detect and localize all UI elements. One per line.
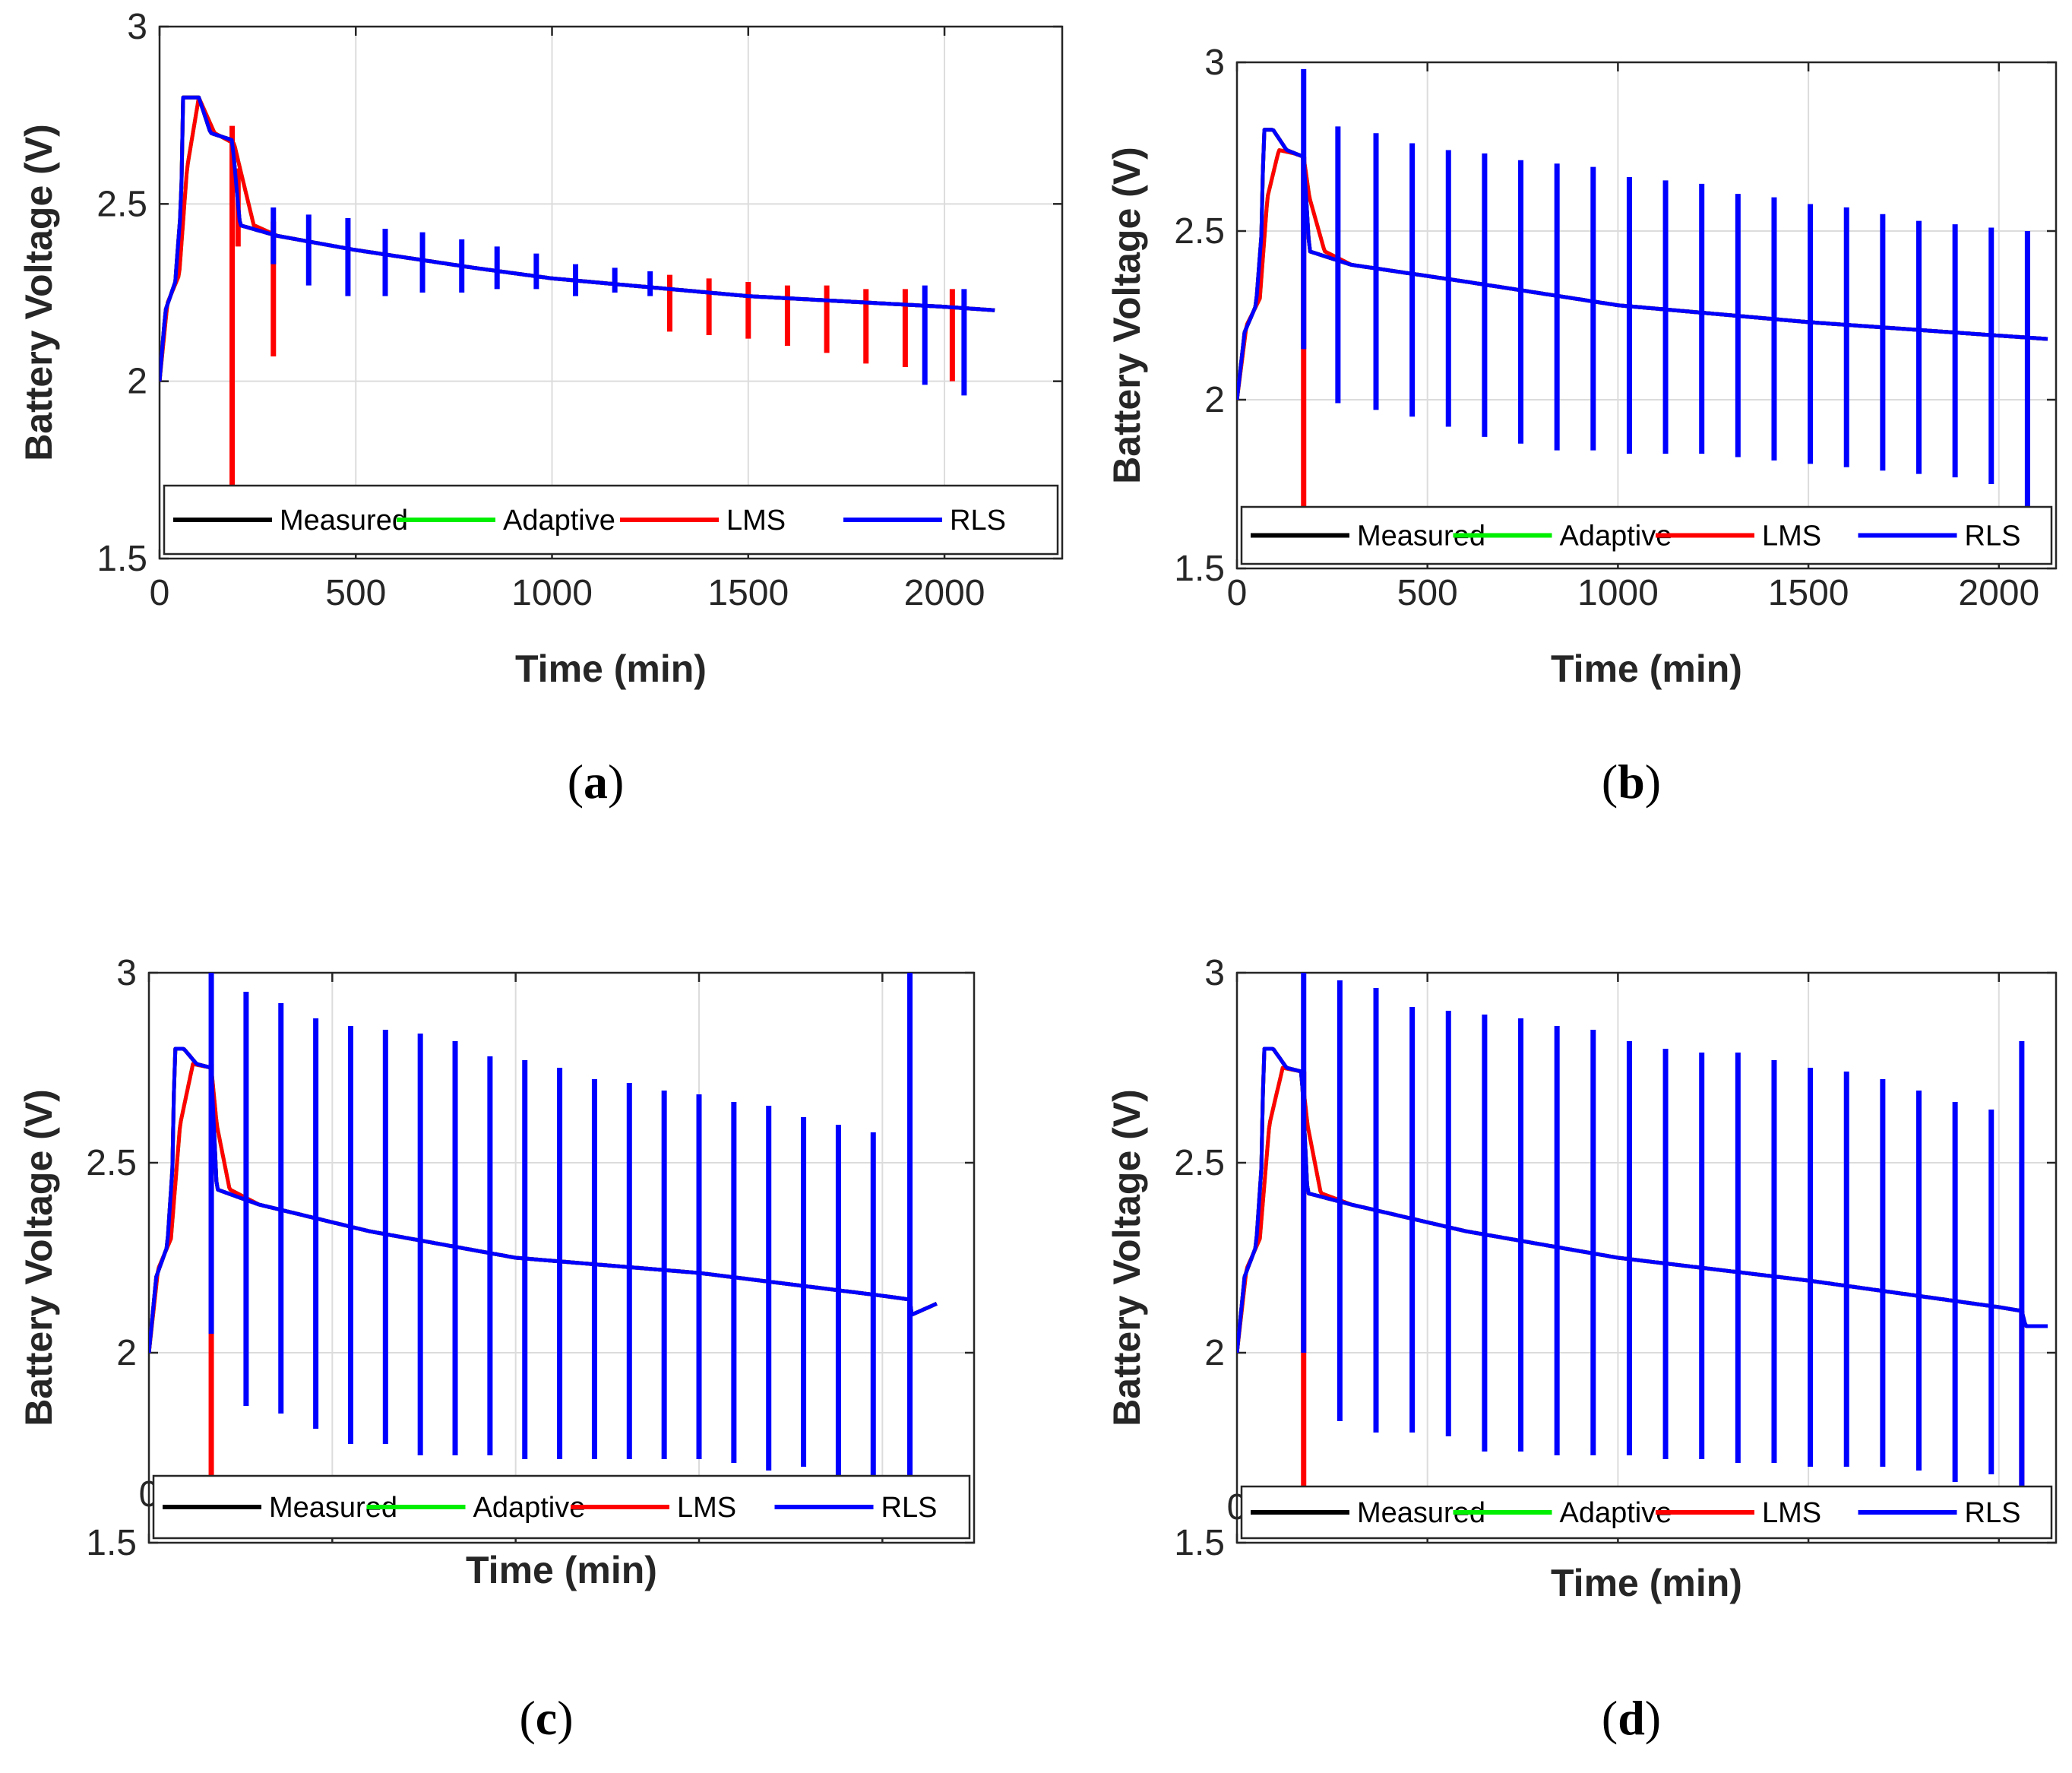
y-tick-label: 3 — [127, 7, 147, 47]
y-tick-label: 1.5 — [96, 539, 147, 579]
panel-caption: (d) — [1602, 1691, 1661, 1745]
x-tick-label: 1000 — [511, 573, 593, 613]
data-lines — [160, 95, 995, 530]
x-axis-label: Time (min) — [466, 1549, 657, 1591]
legend-label: LMS — [677, 1492, 736, 1524]
x-tick-label: 0 — [150, 573, 170, 613]
axes-frame — [1235, 971, 2058, 1544]
y-tick-label: 2 — [127, 362, 147, 402]
legend-label: Adaptive — [473, 1492, 586, 1524]
series-line-rls — [1237, 128, 2048, 401]
legend: Measured Adaptive LMS RLS — [152, 1474, 971, 1540]
plot-area — [1237, 973, 2056, 1543]
y-tick-label: 2 — [116, 1333, 137, 1373]
data-lines — [1237, 68, 2048, 545]
caption-paren: ) — [1645, 755, 1661, 809]
y-tick-label: 2.5 — [1174, 211, 1225, 252]
legend-label: Measured — [280, 505, 408, 537]
legend: Measured Adaptive LMS RLS — [1240, 1485, 2053, 1540]
x-axis-label: Time (min) — [1551, 647, 1742, 690]
plot-area — [1237, 62, 2056, 568]
x-tick-label: 2000 — [1958, 573, 2039, 613]
legend-label: LMS — [1762, 1497, 1821, 1529]
y-axis-label: Battery Voltage (V) — [17, 1089, 60, 1426]
caption-letter: c — [536, 1691, 557, 1745]
legend-label: RLS — [881, 1492, 938, 1524]
caption-paren: ( — [1602, 1691, 1618, 1745]
legend-label: RLS — [1965, 521, 2021, 552]
y-axis-label: Battery Voltage (V) — [1106, 1089, 1148, 1426]
caption-letter: b — [1618, 755, 1645, 809]
chart-panel-b: 0 500 1000 1500 2000 1.5 2 2.5 3 Time (min) Batter… — [1106, 43, 2058, 809]
legend: Measured Adaptive LMS RLS — [1240, 505, 2053, 565]
legend-label: Adaptive — [1560, 1497, 1672, 1529]
plot-area — [160, 27, 1062, 559]
legend-label: LMS — [1762, 521, 1821, 552]
axes-frame — [1235, 61, 2058, 570]
panel-caption: (c) — [519, 1691, 573, 1745]
x-axis-label: Time (min) — [515, 647, 707, 690]
y-tick-label: 2 — [1204, 380, 1225, 420]
caption-paren: ) — [1645, 1691, 1661, 1745]
caption-paren: ( — [1602, 755, 1618, 809]
y-tick-label: 2.5 — [86, 1143, 137, 1183]
legend-label: Adaptive — [503, 505, 615, 537]
x-tick-label: 500 — [325, 573, 386, 613]
panel-caption: (b) — [1602, 755, 1661, 809]
caption-paren: ( — [519, 1691, 535, 1745]
y-tick-label: 3 — [1204, 43, 1225, 83]
data-lines — [1237, 973, 2048, 1520]
caption-paren: ) — [557, 1691, 573, 1745]
x-tick-label: 0 — [1227, 573, 1248, 613]
caption-paren: ( — [568, 755, 584, 809]
legend-label: Adaptive — [1560, 521, 1672, 552]
chart-panel-a: 0 500 1000 1500 2000 1.5 2 2.5 3 Time (min) Batter… — [17, 7, 1064, 809]
y-tick-label: 1.5 — [1174, 1523, 1225, 1563]
x-tick-label: 2000 — [904, 573, 985, 613]
y-tick-label: 2.5 — [96, 184, 147, 224]
data-lines — [149, 973, 938, 1520]
caption-letter: d — [1618, 1691, 1645, 1745]
x-axis-label: Time (min) — [1551, 1562, 1742, 1604]
axes-frame — [147, 971, 976, 1544]
y-tick-label: 2.5 — [1174, 1143, 1225, 1183]
y-axis-label: Battery Voltage (V) — [17, 124, 60, 461]
series-line-rls — [160, 95, 995, 382]
y-tick-label: 1.5 — [86, 1523, 137, 1563]
legend-label: LMS — [726, 505, 786, 537]
caption-paren: ) — [608, 755, 624, 809]
y-tick-label: 3 — [116, 953, 137, 993]
y-tick-label: 1.5 — [1174, 549, 1225, 589]
x-tick-label: 1000 — [1577, 573, 1659, 613]
panel-caption: (a) — [568, 755, 625, 809]
y-axis-label: Battery Voltage (V) — [1106, 147, 1148, 484]
series-line-rls — [149, 1046, 938, 1353]
legend: Measured Adaptive LMS RLS — [163, 484, 1059, 556]
legend-label: RLS — [950, 505, 1006, 537]
y-tick-label: 2 — [1204, 1333, 1225, 1373]
axes-frame — [158, 25, 1064, 560]
x-tick-label: 500 — [1397, 573, 1458, 613]
caption-letter: a — [584, 755, 608, 809]
x-tick-label: 1500 — [1768, 573, 1849, 613]
y-tick-label: 3 — [1204, 953, 1225, 993]
series-line-rls — [1237, 1046, 2048, 1353]
legend-label: RLS — [1965, 1497, 2021, 1529]
x-tick-label: 1500 — [707, 573, 789, 613]
